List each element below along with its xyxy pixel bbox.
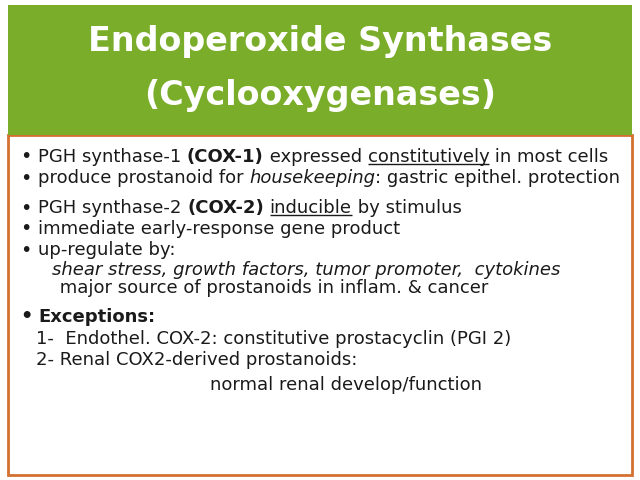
Text: produce prostanoid for: produce prostanoid for <box>38 169 250 187</box>
Text: •: • <box>20 168 31 188</box>
Text: major source of prostanoids in inflam. & cancer: major source of prostanoids in inflam. &… <box>54 279 488 297</box>
Text: (COX-2): (COX-2) <box>187 199 264 217</box>
Text: •: • <box>20 308 33 326</box>
Text: inducible: inducible <box>269 199 351 217</box>
Text: by stimulus: by stimulus <box>351 199 461 217</box>
Text: expressed: expressed <box>264 148 367 166</box>
Text: •: • <box>20 240 31 260</box>
Text: shear stress, growth factors, tumor promoter,  cytokines: shear stress, growth factors, tumor prom… <box>52 261 561 279</box>
Text: (COX-1): (COX-1) <box>187 148 264 166</box>
Text: Endoperoxide Synthases: Endoperoxide Synthases <box>88 25 552 59</box>
Text: Exceptions:: Exceptions: <box>38 308 155 326</box>
Text: normal renal develop/function: normal renal develop/function <box>210 376 482 394</box>
Text: •: • <box>20 147 31 167</box>
Text: •: • <box>20 199 31 217</box>
Text: •: • <box>20 219 31 239</box>
Text: 2- Renal COX2-derived prostanoids:: 2- Renal COX2-derived prostanoids: <box>36 351 357 369</box>
Bar <box>8 5 632 135</box>
Text: up-regulate by:: up-regulate by: <box>38 241 175 259</box>
Text: (Cyclooxygenases): (Cyclooxygenases) <box>144 79 496 111</box>
Text: in most cells: in most cells <box>490 148 609 166</box>
Text: 1-  Endothel. COX-2: constitutive prostacyclin (PGI 2): 1- Endothel. COX-2: constitutive prostac… <box>36 330 511 348</box>
Text: housekeeping: housekeeping <box>250 169 376 187</box>
Text: constitutively: constitutively <box>367 148 490 166</box>
Text: immediate early-response gene product: immediate early-response gene product <box>38 220 400 238</box>
Bar <box>8 135 632 475</box>
Text: PGH synthase-2: PGH synthase-2 <box>38 199 187 217</box>
Text: : gastric epithel. protection: : gastric epithel. protection <box>376 169 620 187</box>
Text: PGH synthase-1: PGH synthase-1 <box>38 148 187 166</box>
